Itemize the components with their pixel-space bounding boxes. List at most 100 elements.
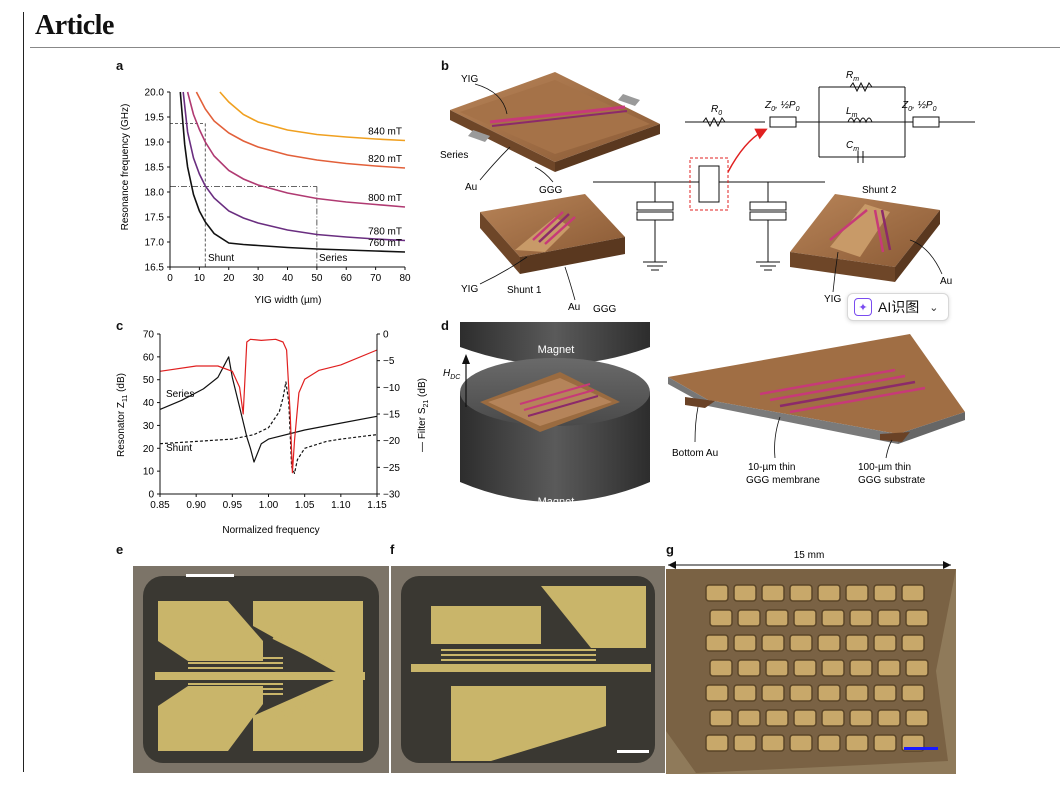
shunt1-chip-illustration [480, 194, 625, 274]
label-substrate-2: GGG substrate [858, 475, 926, 486]
wafer-device [905, 659, 929, 677]
wafer-device [793, 709, 817, 727]
chart-a-x-tick-label: 60 [341, 273, 353, 284]
micrograph-f [391, 566, 665, 773]
label-series: Series [440, 150, 468, 161]
chart-c-series-line [159, 356, 378, 463]
wafer-device [845, 734, 869, 752]
chart-a-series-line [179, 91, 406, 253]
wafer-device [705, 734, 729, 752]
article-title: Article [35, 10, 114, 41]
label-r0: R0 [711, 104, 722, 117]
micrograph-e [133, 566, 389, 773]
wafer-device [733, 684, 757, 702]
wafer-device [817, 734, 841, 752]
wafer-device [849, 659, 873, 677]
chart-c-y2-tick-label: 0 [383, 330, 389, 341]
chart-a-x-tick-label: 40 [282, 273, 294, 284]
label-shunt1: Shunt 1 [507, 285, 542, 296]
wafer-device [901, 684, 925, 702]
wafer-device [793, 609, 817, 627]
chart-a-x-tick-label: 20 [223, 273, 235, 284]
label-rm: Rm [846, 70, 859, 83]
chart-a-series-label: 820 mT [368, 154, 402, 165]
chart-c-x-tick-label: 0.95 [223, 500, 243, 511]
wafer-device [737, 709, 761, 727]
panel-b-schematic: YIG Series Au GGG YIG Shunt 1 Au GGG [440, 70, 975, 315]
wafer-device [849, 709, 873, 727]
chart-c-ylabel-right: — Filter S21 (dB) [417, 378, 430, 452]
ai-recognize-label: AI识图 [878, 299, 920, 315]
ai-recognize-button[interactable]: ✦ AI识图 ⌄ [847, 293, 949, 321]
wafer-device [733, 584, 757, 602]
chart-c-y-tick-label: 50 [143, 375, 155, 386]
wafer-device [905, 709, 929, 727]
chevron-down-icon: ⌄ [929, 301, 939, 314]
chart-c-xlabel: Normalized frequency [222, 525, 319, 536]
wafer-device [817, 634, 841, 652]
chart-a-series-line [186, 91, 406, 208]
wafer-device [817, 584, 841, 602]
wafer-device [789, 584, 813, 602]
label-membrane-1: 10-µm thin [748, 462, 795, 473]
wafer-device [765, 609, 789, 627]
wafer-device [709, 609, 733, 627]
chip-cross-section [668, 334, 965, 444]
chart-a-x-tick-label: 80 [399, 273, 411, 284]
wafer-device [793, 659, 817, 677]
label-bottom-au: Bottom Au [672, 448, 718, 459]
chart-c-y-tick-label: 30 [143, 421, 155, 432]
panel-label-e: e [116, 542, 124, 557]
label-z0-right: Z0, ½P0 [901, 100, 937, 113]
chart-a-series-label: 760 mT [368, 238, 402, 249]
wafer-device [761, 634, 785, 652]
chart-a-series-line [182, 91, 406, 242]
label-hdc: HDC [443, 368, 461, 381]
wafer-device [873, 684, 897, 702]
wafer-scale-label: 15 mm [794, 551, 825, 561]
chart-a-y-tick-label: 16.5 [145, 263, 165, 274]
chart-c-x-tick-label: 1.05 [295, 500, 315, 511]
wafer-device [905, 609, 929, 627]
chart-c-y-tick-label: 0 [148, 490, 154, 501]
label-ggg-mid: GGG [593, 304, 617, 315]
chart-c-x-tick-label: 1.10 [331, 500, 351, 511]
chart-a-x-tick-label: 10 [194, 273, 206, 284]
chart-c-y-tick-label: 60 [143, 352, 155, 363]
wafer-device [873, 634, 897, 652]
chart-c-y-tick-label: 70 [143, 330, 155, 341]
chart-c-x-tick-label: 0.85 [150, 500, 170, 511]
label-ggg-left: GGG [539, 185, 563, 196]
scale-bar-f [617, 750, 649, 753]
chart-a-x-tick-label: 70 [370, 273, 382, 284]
chart-c-y-tick-label: 20 [143, 444, 155, 455]
panel-label-d: d [441, 318, 449, 333]
left-margin-rule [23, 12, 24, 772]
wafer-device [761, 734, 785, 752]
wafer-device [789, 734, 813, 752]
label-au-left: Au [465, 182, 477, 193]
wafer-device [733, 734, 757, 752]
wafer-device [705, 634, 729, 652]
panel-label-a: a [116, 58, 124, 73]
chart-a-shunt-annotation: Shunt [208, 253, 234, 264]
wafer-device [817, 684, 841, 702]
chart-c-y-tick-label: 10 [143, 467, 155, 478]
wafer-device [761, 684, 785, 702]
wafer-device [901, 584, 925, 602]
wafer-device [845, 584, 869, 602]
chart-c-y2-tick-label: −5 [383, 356, 395, 367]
panel-label-c: c [116, 318, 124, 333]
wafer-device-grid [705, 584, 929, 752]
wafer-device [873, 734, 897, 752]
wafer-device [845, 684, 869, 702]
chart-c-axes: 0.85 0.90 0.95 1.00 1.05 1.10 1.15 0 10 20 30 40 50 6… [143, 330, 401, 512]
chart-a-y-tick-label: 18.5 [145, 163, 165, 174]
wafer-device [821, 709, 845, 727]
chart-a-series-label: 840 mT [368, 127, 402, 138]
label-membrane-2: GGG membrane [746, 475, 820, 486]
scale-bar-e [186, 574, 234, 577]
chart-a-guides [170, 123, 318, 267]
label-lm: Lm [846, 106, 858, 119]
